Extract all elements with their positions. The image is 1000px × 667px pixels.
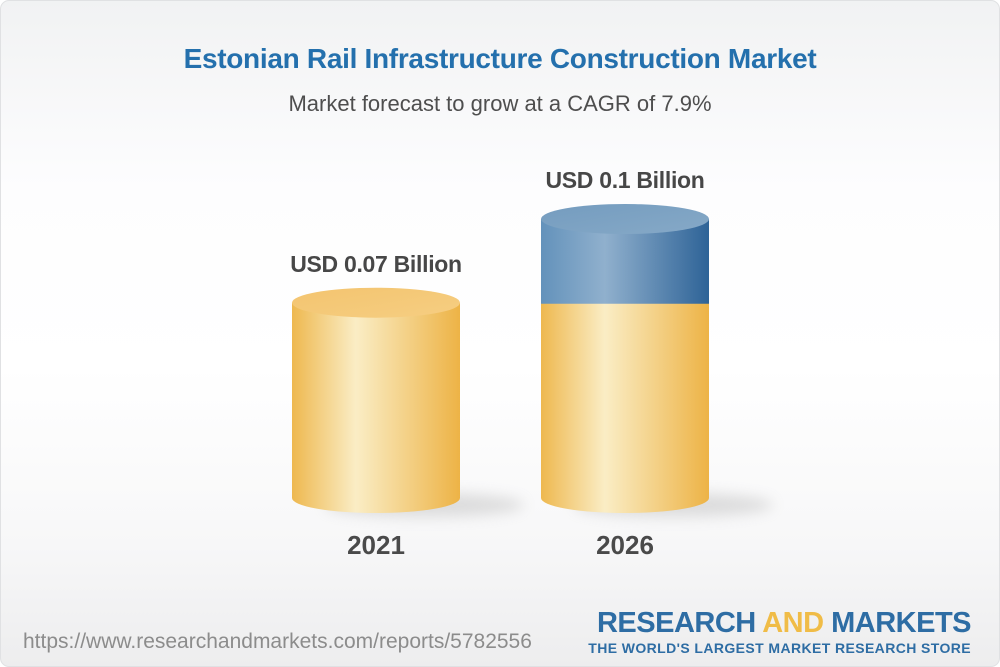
logo-tagline: THE WORLD'S LARGEST MARKET RESEARCH STOR… [588,640,971,656]
chart-header: Estonian Rail Infrastructure Constructio… [1,1,999,117]
logo-research: RESEARCH [596,607,756,639]
logo-wordmark: RESEARCH AND MARKETS [588,607,972,639]
category-label-2021: 2021 [347,530,405,560]
category-label-2026: 2026 [596,530,654,560]
report-url[interactable]: https://www.researchandmarkets.com/repor… [23,630,532,653]
value-label-2021: USD 0.07 Billion [290,251,462,277]
chart-subtitle: Market forecast to grow at a CAGR of 7.9… [288,91,712,116]
logo-and: AND [762,607,824,639]
footer: https://www.researchandmarkets.com/repor… [1,596,999,666]
page-title: Estonian Rail Infrastructure Constructio… [183,43,817,74]
logo-markets: MARKETS [831,607,971,639]
cylinder-2021 [292,287,460,513]
company-logo: RESEARCH AND MARKETS THE WORLD'S LARGEST… [588,608,971,656]
value-label-2026: USD 0.1 Billion [545,167,705,193]
cylinder-2026 [541,204,709,513]
